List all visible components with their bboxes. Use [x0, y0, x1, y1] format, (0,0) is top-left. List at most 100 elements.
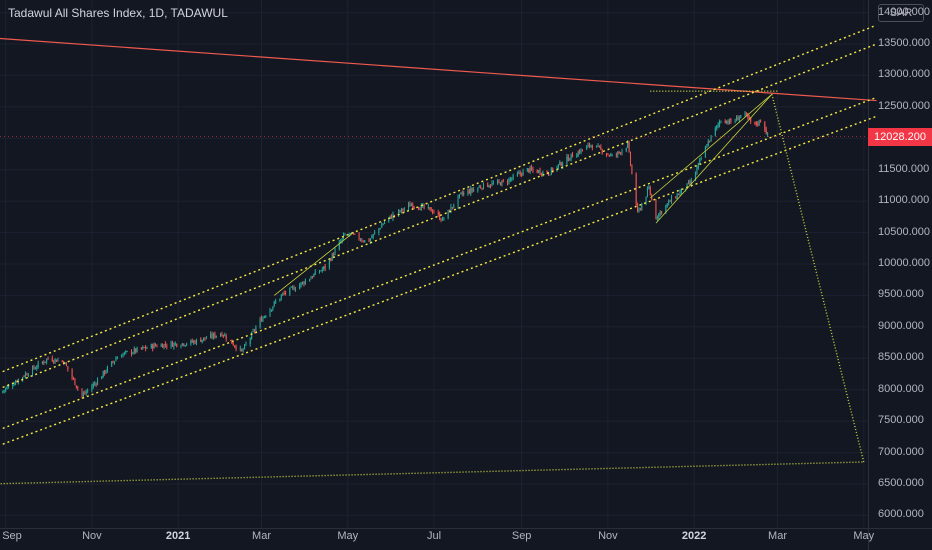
candle-up [87, 390, 89, 392]
candle-up [146, 347, 148, 349]
candle-up [707, 141, 709, 147]
candle-down [480, 187, 482, 189]
candle-down [71, 369, 73, 378]
candle-down [600, 146, 602, 150]
candle-down [669, 200, 671, 202]
channel-line [0, 96, 877, 431]
candle-up [457, 196, 459, 207]
candle-down [532, 168, 534, 171]
candle-down [204, 337, 206, 339]
candle-down [140, 347, 142, 349]
candle-down [154, 344, 157, 346]
candle-up [460, 192, 462, 194]
candle-up [441, 217, 444, 221]
candle-down [764, 122, 766, 130]
candle-up [758, 119, 760, 125]
candle-down [47, 358, 49, 360]
candle-up [596, 145, 598, 148]
candle-up [245, 343, 247, 345]
candle-down [162, 344, 164, 348]
candle-up [512, 174, 514, 179]
candle-down [234, 345, 236, 347]
candle-down [724, 120, 726, 124]
candle-up [44, 361, 46, 363]
candle-up [136, 347, 138, 352]
price-tick-label: 9000.000 [878, 319, 924, 332]
candle-down [547, 173, 550, 175]
candle-up [400, 208, 403, 212]
time-tick-label: Nov [82, 530, 102, 542]
candle-up [282, 293, 284, 295]
candle-up [12, 385, 14, 387]
candle-up [269, 309, 271, 317]
candle-up [719, 122, 721, 125]
candle-up [463, 192, 465, 195]
candle-down [171, 342, 173, 347]
candle-up [36, 367, 38, 369]
price-tick-label: 8000.000 [878, 382, 924, 395]
candle-up [735, 116, 738, 122]
candle-up [453, 205, 455, 208]
price-tick-label: 12500.000 [878, 99, 930, 112]
candle-down [72, 377, 75, 379]
candle-up [97, 379, 99, 385]
candle-up [697, 163, 699, 168]
candle-up [526, 168, 528, 171]
candle-up [668, 200, 670, 204]
candle-down [75, 385, 77, 388]
candle-up [646, 189, 648, 197]
candle-up [186, 343, 188, 345]
candle-up [294, 289, 296, 291]
candle-down [164, 343, 166, 346]
candle-up [133, 348, 135, 353]
candle-up [160, 344, 162, 347]
time-tick-label: 2022 [681, 530, 707, 542]
candle-up [272, 306, 274, 310]
candle-down [104, 370, 106, 374]
candle-up [121, 356, 123, 358]
candle-up [369, 238, 371, 242]
candle-up [586, 145, 588, 150]
candle-up [22, 376, 24, 380]
resistance-trendline [0, 37, 877, 102]
candle-down [253, 330, 255, 332]
candle-up [323, 266, 325, 269]
candle-down [84, 392, 86, 394]
candle-up [275, 301, 277, 303]
candle-down [675, 197, 677, 199]
candle-up [679, 191, 681, 196]
candle-up [249, 338, 251, 345]
candle-down [393, 214, 395, 216]
candle-up [6, 386, 8, 389]
candle-up [57, 360, 59, 362]
candle-up [224, 335, 226, 337]
candle-up [587, 144, 589, 146]
candle-down [354, 233, 356, 235]
candle-down [468, 190, 470, 194]
candle-up [477, 187, 479, 191]
price-tick-label: 10500.000 [878, 225, 930, 238]
candle-up [27, 374, 29, 376]
candle-up [251, 332, 253, 339]
candle-up [94, 383, 96, 385]
candle-up [313, 274, 315, 277]
candle-up [304, 280, 306, 285]
candle-up [473, 189, 475, 192]
candle-up [203, 337, 205, 341]
candle-down [757, 123, 759, 125]
candle-down [399, 210, 401, 212]
candle-up [562, 164, 564, 167]
candle-up [488, 186, 490, 188]
candle-up [7, 385, 10, 388]
candle-up [728, 119, 730, 124]
candle-up [482, 182, 485, 190]
candle-up [173, 343, 175, 348]
currency-button[interactable]: SAR [878, 4, 924, 22]
candle-up [734, 121, 736, 123]
candle-up [627, 142, 629, 148]
candle-down [539, 170, 541, 175]
time-tick-label: Mar [768, 530, 787, 542]
candle-down [689, 182, 691, 184]
